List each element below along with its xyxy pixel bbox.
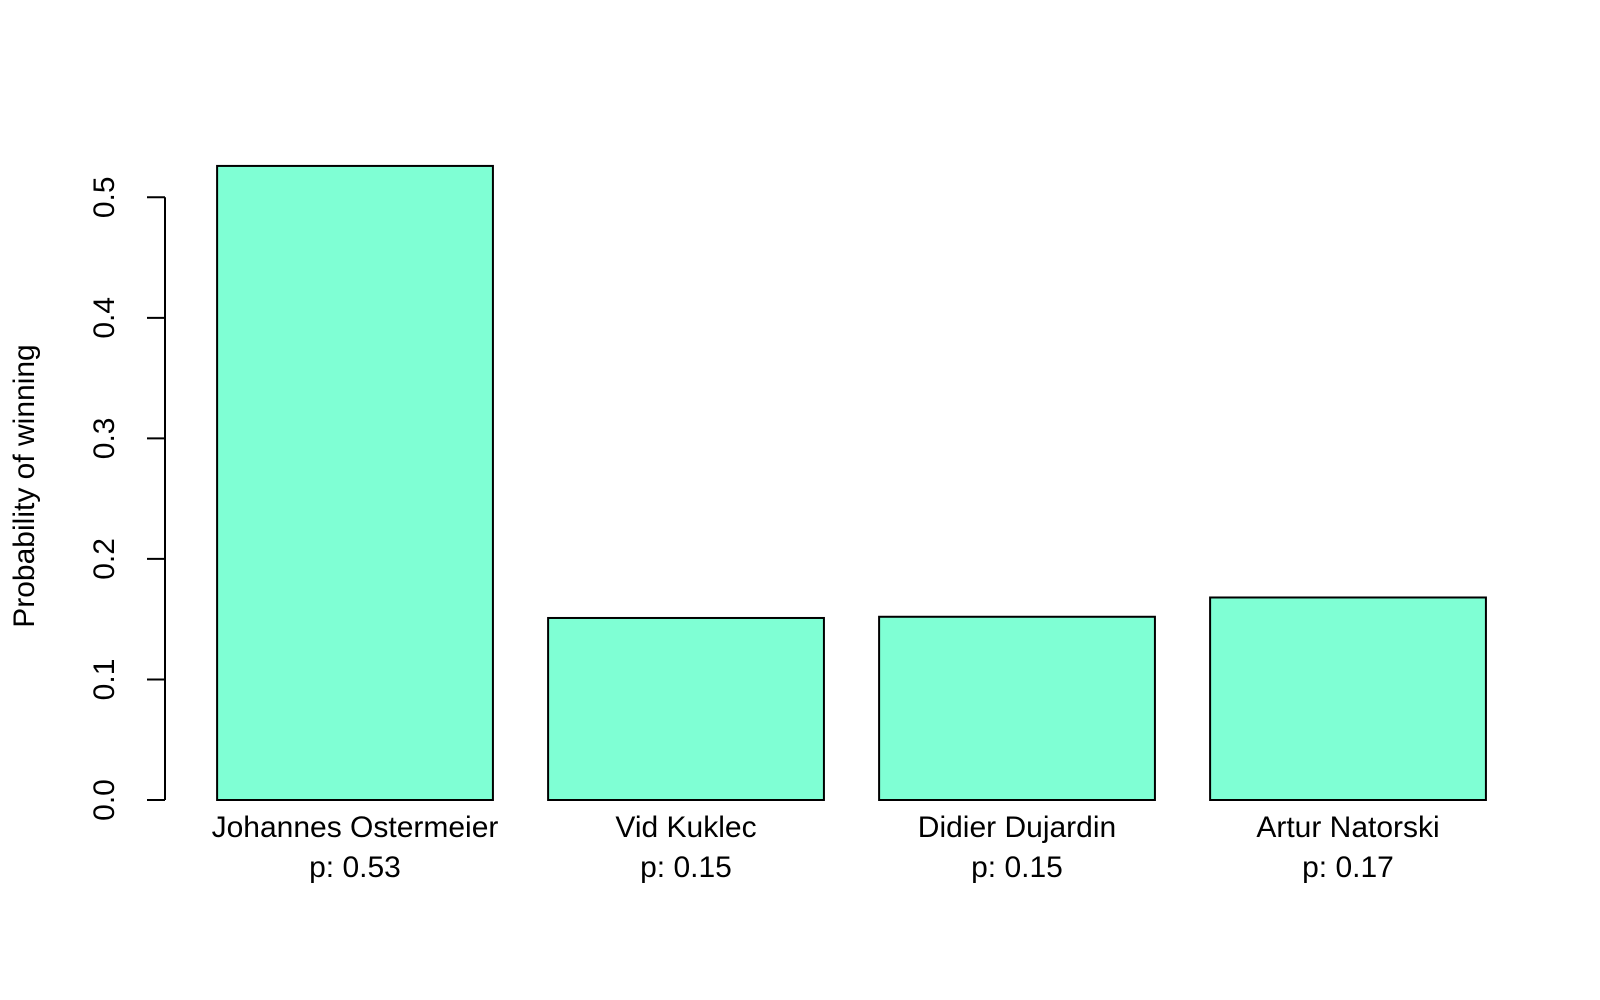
bar [878, 615, 1156, 802]
value-label: p: 0.53 [309, 851, 401, 884]
y-tick-label: 0.1 [88, 659, 121, 701]
value-label: p: 0.17 [1302, 851, 1394, 884]
x-tick-label: Artur Natorski [1256, 811, 1439, 844]
y-tick-label: 0.3 [88, 418, 121, 460]
x-tick-label: Didier Dujardin [918, 811, 1116, 844]
bar [547, 616, 825, 802]
y-tick-label: 0.4 [88, 297, 121, 339]
y-axis-label: Probability of winning [8, 344, 41, 628]
bar [216, 164, 494, 801]
x-tick-label: Johannes Ostermeier [212, 811, 499, 844]
y-tick-label: 0.0 [88, 779, 121, 821]
bar [1209, 596, 1487, 801]
value-label: p: 0.15 [971, 851, 1063, 884]
y-tick-label: 0.5 [88, 176, 121, 218]
value-label: p: 0.15 [640, 851, 732, 884]
y-tick-label: 0.2 [88, 538, 121, 580]
x-tick-label: Vid Kuklec [615, 811, 756, 844]
